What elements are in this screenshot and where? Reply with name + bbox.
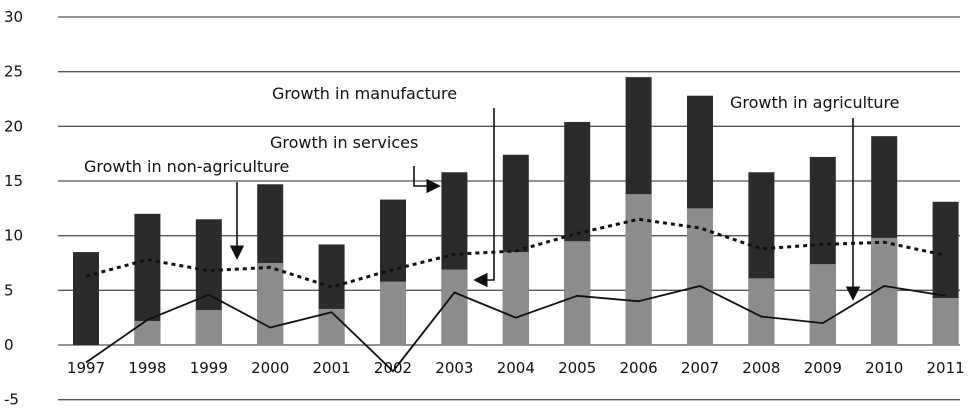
bar-light (809, 264, 836, 345)
annotation-non-agriculture: Growth in non-agriculture (84, 157, 289, 176)
bar-light (625, 194, 652, 345)
x-tick-label: 2009 (804, 359, 842, 377)
annotation-agriculture: Growth in agriculture (730, 93, 900, 112)
solid-series-line (85, 285, 946, 373)
annotation-manufacture: Growth in manufacture (272, 84, 457, 103)
y-tick-label: 0 (4, 336, 14, 354)
x-tick-label: 2000 (251, 359, 289, 377)
y-axis-ticks: -5 0 5 10 15 20 25 30 (4, 8, 23, 408)
y-tick-label: -5 (4, 391, 19, 408)
y-tick-label: 5 (4, 281, 14, 299)
bar-dark (73, 252, 99, 345)
x-axis-ticks: 1997 1998 1999 2000 2001 2002 2003 2004 2005 2006… (67, 359, 965, 377)
lines (85, 217, 946, 373)
y-tick-label: 15 (4, 172, 23, 190)
x-tick-label: 2007 (681, 359, 719, 377)
y-tick-label: 10 (4, 227, 23, 245)
x-tick-label: 1997 (67, 359, 105, 377)
annotation-services: Growth in services (270, 133, 418, 152)
x-tick-label: 2010 (865, 359, 903, 377)
x-tick-label: 2011 (927, 359, 965, 377)
annotations: Growth in manufacture Growth in services… (84, 84, 900, 301)
x-tick-label: 2005 (558, 359, 596, 377)
x-tick-label: 2001 (313, 359, 351, 377)
x-tick-label: 2004 (497, 359, 535, 377)
dotted-series-line (85, 217, 946, 289)
bars (73, 77, 959, 346)
arrow-manufacture (473, 108, 495, 288)
x-tick-label: 2008 (742, 359, 780, 377)
bar-light (195, 310, 222, 345)
x-tick-label: 2002 (374, 359, 412, 377)
bar-light (257, 263, 284, 345)
x-tick-label: 1998 (128, 359, 166, 377)
x-tick-label: 2003 (435, 359, 473, 377)
bar-light (502, 252, 529, 345)
y-tick-label: 30 (4, 8, 23, 26)
bar-light (441, 269, 468, 345)
bar-light (687, 208, 713, 345)
bar-light (380, 281, 406, 345)
arrow-services (413, 166, 441, 194)
x-tick-label: 2006 (620, 359, 658, 377)
y-tick-label: 20 (4, 117, 23, 135)
y-tick-label: 25 (4, 63, 23, 81)
bar-light (564, 241, 591, 345)
bar-light (134, 320, 161, 345)
x-tick-label: 1999 (190, 359, 228, 377)
bar-light (932, 297, 959, 345)
